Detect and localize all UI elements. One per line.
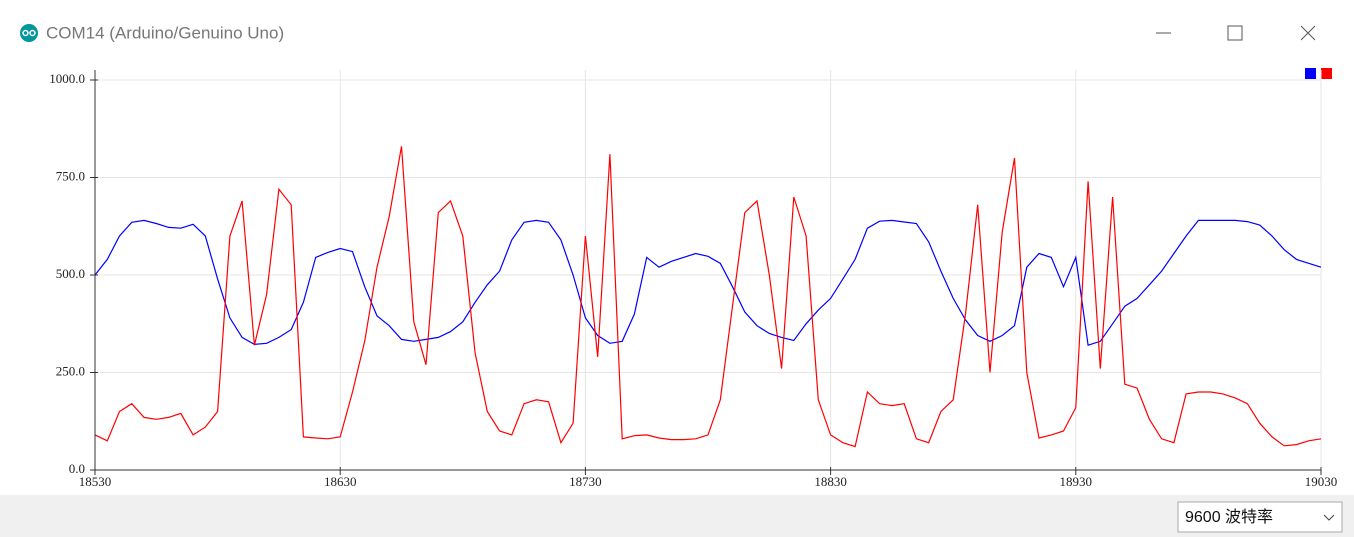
x-tick-label: 18730 (569, 474, 602, 489)
y-tick-label: 1000.0 (49, 71, 85, 86)
x-tick-label: 18630 (324, 474, 357, 489)
window-background (0, 0, 1354, 537)
legend-swatch (1321, 68, 1332, 79)
legend-swatch (1305, 68, 1316, 79)
y-tick-label: 500.0 (56, 266, 85, 281)
x-tick-label: 19030 (1305, 474, 1338, 489)
x-tick-label: 18530 (79, 474, 112, 489)
x-tick-label: 18830 (814, 474, 847, 489)
y-tick-label: 750.0 (56, 168, 85, 183)
x-tick-label: 18930 (1060, 474, 1093, 489)
bottom-bar (0, 495, 1354, 537)
page: COM14 (Arduino/Genuino Uno) 9600 波特率 0.0… (0, 0, 1354, 537)
baud-rate-label: 9600 波特率 (1185, 508, 1273, 526)
window-title: COM14 (Arduino/Genuino Uno) (46, 23, 284, 42)
serial-plotter-window: COM14 (Arduino/Genuino Uno) 9600 波特率 0.0… (0, 0, 1354, 537)
y-tick-label: 250.0 (56, 363, 85, 378)
